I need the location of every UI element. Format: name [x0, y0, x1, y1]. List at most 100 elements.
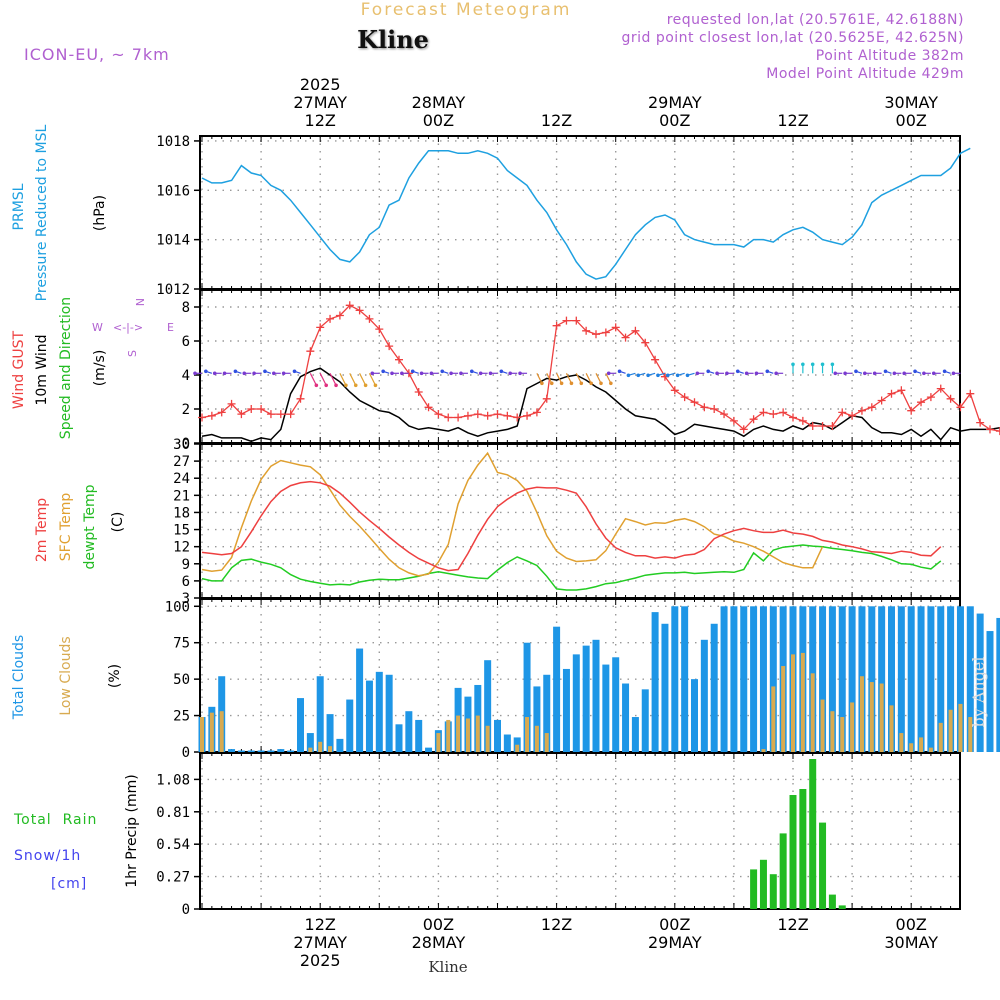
wind-arrow-head [381, 369, 385, 374]
gust-marker [936, 384, 945, 393]
gust-marker [454, 413, 463, 422]
gust-marker [414, 388, 423, 396]
gust-marker [798, 416, 807, 425]
rain-bar [789, 795, 797, 909]
wind-arrow-head [854, 369, 858, 374]
gust-marker [818, 422, 827, 430]
total-cloud-bar [503, 734, 511, 752]
wind-arrow-head [913, 369, 917, 374]
gust-marker [523, 411, 532, 420]
low-cloud-bar [308, 747, 313, 752]
wind-arrow [319, 373, 327, 386]
low-cloud-bar [771, 686, 776, 752]
pressure-label: PRMSL Pressure Reduced to MSL (hPa) [11, 124, 108, 301]
wind-arrow-head [204, 369, 208, 374]
total-cloud-bar [878, 606, 886, 752]
y-tick-label: 1018 [156, 134, 190, 150]
wind-arrow-head [695, 371, 700, 376]
low-cloud-bar [219, 711, 224, 752]
y-tick-label: 0 [182, 902, 190, 918]
y-tick-label: 0.81 [156, 805, 190, 821]
low-cloud-bar [475, 715, 480, 752]
wind-arrow-head [656, 373, 660, 378]
total-cloud-bar [641, 689, 649, 752]
wind-arrow-head [440, 369, 445, 374]
y-tick-label: 100 [165, 599, 190, 615]
clouds-label-total: Total Clouds [11, 635, 27, 720]
wind-arrow-head [820, 362, 825, 367]
total-cloud-bar [996, 617, 1000, 752]
bottom-time-label: 27MAY [293, 933, 347, 952]
wind-arrow-head [334, 383, 338, 388]
wind-arrow-head [363, 383, 368, 388]
total-cloud-bar [907, 606, 915, 752]
gust-marker [877, 396, 886, 405]
gust-marker [257, 405, 266, 413]
low-cloud-bar [515, 744, 520, 752]
wind-speed-line [201, 367, 1000, 443]
total-cloud-bar [425, 747, 433, 752]
sfc-temp-line [201, 451, 824, 577]
gust-marker [572, 316, 581, 325]
total-cloud-bar [237, 750, 245, 752]
total-cloud-bar [277, 749, 285, 752]
gust-marker [424, 403, 433, 412]
wind-arrow-head [725, 371, 729, 376]
total-cloud-bar [750, 606, 758, 752]
bottom-time-label: 00Z [659, 915, 690, 934]
temperature-label: 2m Temp SFC Temp dewpt Temp (C) [34, 484, 126, 569]
total-cloud-bar [346, 699, 354, 752]
total-cloud-bar [562, 668, 570, 752]
bottom-time-label: 30MAY [884, 933, 938, 952]
y-tick-label: 18 [173, 505, 190, 521]
wind-arrow-head [370, 371, 375, 376]
low-cloud-bar [879, 683, 884, 752]
total-cloud-bar [966, 606, 974, 752]
wind-arrow [359, 373, 367, 386]
low-cloud-bar [928, 747, 933, 752]
wind-arrow-head [344, 383, 348, 388]
rain-bar [779, 833, 787, 909]
top-time-label: 29MAY [648, 93, 702, 112]
gust-marker [542, 394, 551, 403]
wind-arrow-head [765, 369, 770, 374]
panel-frame [199, 443, 961, 599]
wind-arrow-head [410, 369, 415, 374]
total-cloud-bar [730, 606, 738, 752]
total-cloud-bar [897, 606, 905, 752]
gust-marker [917, 398, 926, 407]
top-time-label: 12Z [541, 111, 572, 130]
clouds-label: Total Clouds Low Clouds (%) [11, 635, 123, 720]
gust-marker [651, 355, 660, 364]
wind-arrow-head [791, 362, 795, 367]
y-tick-label: 0.27 [156, 870, 190, 886]
total-cloud-bar [740, 606, 748, 752]
wind-arrow-head [666, 373, 670, 378]
total-cloud-bar [297, 698, 304, 752]
total-cloud-bar [819, 606, 827, 752]
location-title: Kline [357, 25, 429, 54]
point-altitude: Point Altitude 382m [816, 48, 964, 64]
wind-arrow-head [685, 373, 690, 378]
wind-arrow-head [872, 371, 877, 376]
gust-marker [473, 410, 482, 419]
wind-arrow-head [324, 383, 329, 388]
total-cloud-bar [592, 639, 600, 752]
wind-arrow-head [579, 381, 584, 386]
gust-marker [828, 422, 837, 430]
bottom-time-label: 2025 [300, 951, 341, 970]
wind-arrow-head [353, 383, 358, 388]
rain-bar [769, 874, 777, 909]
low-cloud-bar [889, 705, 894, 752]
gust-marker [266, 410, 275, 419]
gust-marker [335, 311, 344, 320]
top-time-label: 30MAY [884, 93, 938, 112]
gust-line [201, 304, 1000, 432]
wind-arrow [329, 373, 337, 386]
model-altitude: Model Point Altitude 429m [766, 66, 964, 82]
wind-label-speed: Speed and Direction [58, 297, 74, 439]
gust-marker [552, 321, 561, 330]
total-cloud-bar [365, 680, 373, 752]
wind-arrow-head [636, 373, 641, 378]
